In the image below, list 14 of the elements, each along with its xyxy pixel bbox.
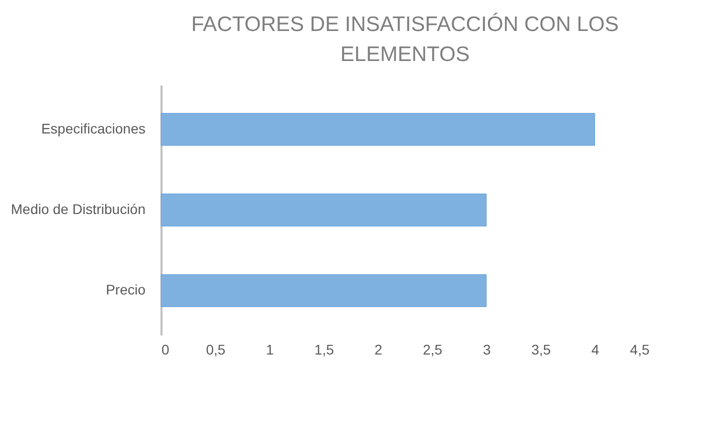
- x-tick-label: 2,5: [422, 342, 443, 358]
- y-tick-label: Especificaciones: [41, 120, 146, 136]
- x-tick-label: 3,5: [531, 342, 551, 358]
- x-tick-label: 3: [482, 342, 491, 358]
- chart-title: FACTORES DE INSATISFACCIÓN CON LOS ELEMENTOS: [191, 12, 619, 66]
- y-tick-label: Medio de Distribución: [10, 201, 146, 217]
- x-tick-label: 1: [266, 342, 274, 358]
- x-tick-label: 4: [591, 342, 600, 358]
- x-tick-label: 0: [162, 342, 170, 358]
- x-tick-label: 2: [374, 342, 382, 358]
- y-tick-label: Precio: [106, 282, 146, 298]
- x-tick-label: 1,5: [314, 342, 334, 358]
- x-tick-label: 0,5: [206, 342, 226, 358]
- x-tick-label: 4,5: [630, 342, 650, 358]
